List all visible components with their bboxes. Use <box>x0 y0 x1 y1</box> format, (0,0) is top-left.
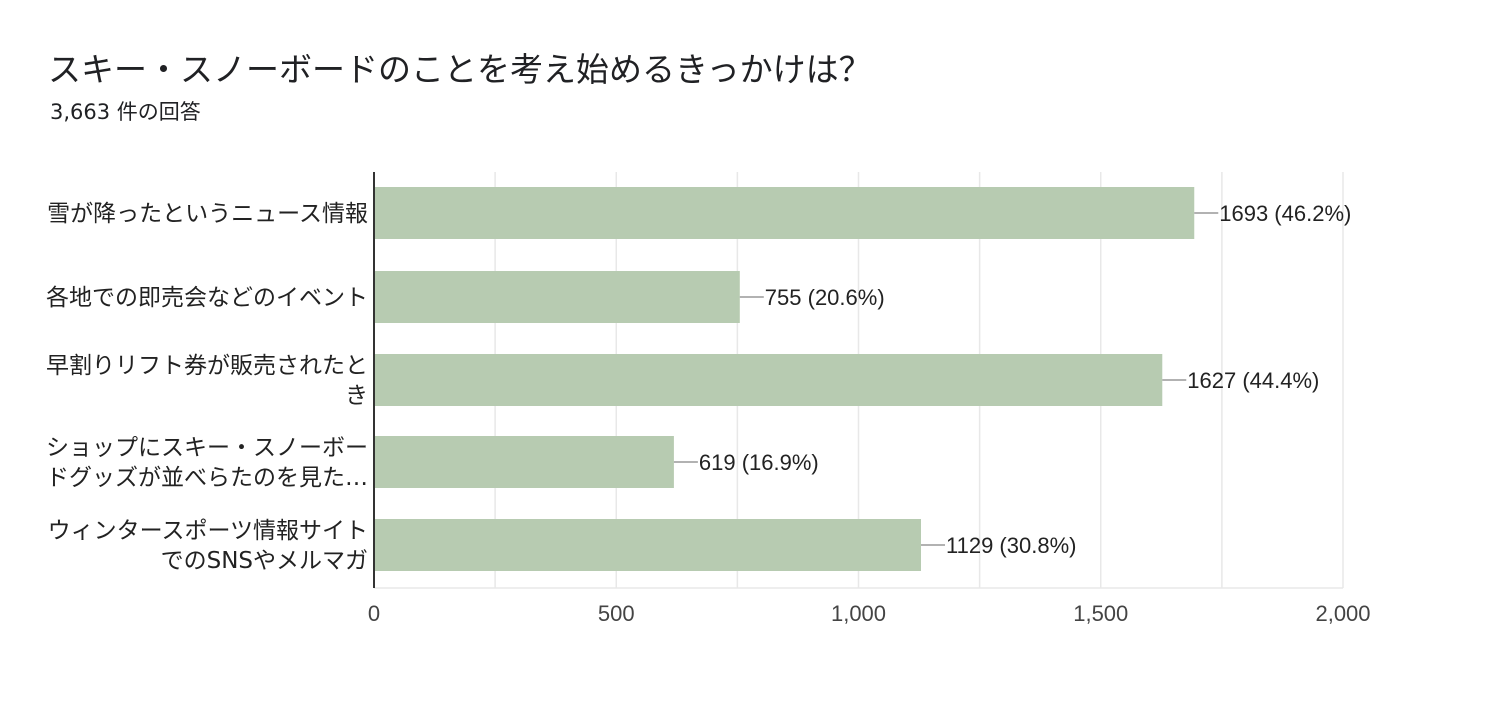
value-labels: 1693 (46.2%) 755 (20.6%) 1627 (44.4%) 619 (… <box>673 201 1351 558</box>
data-label: 1693 (46.2%) <box>1219 201 1351 226</box>
bar <box>374 519 922 571</box>
x-tick-label: 500 <box>598 601 635 626</box>
data-label: 1627 (44.4%) <box>1187 368 1319 393</box>
category-label: 早割りリフト券が販売されたとき <box>46 353 368 409</box>
data-label: 755 (20.6%) <box>765 285 885 310</box>
bars <box>374 187 1195 571</box>
bar <box>374 271 740 323</box>
category-labels: 雪が降ったというニュース情報各地での即売会などのイベント早割りリフト券が販売され… <box>46 201 368 574</box>
category-label: ショップにスキー・スノーボードグッズが並べらたのを見た… <box>46 435 368 491</box>
x-tick-label: 2,000 <box>1315 601 1370 626</box>
chart-title: スキー・スノーボードのことを考え始めるきっかけは？ <box>48 50 872 89</box>
category-label: ウィンタースポーツ情報サイトでのSNSやメルマガ <box>48 518 368 574</box>
category-label: 各地での即売会などのイベント <box>46 285 368 311</box>
x-axis-ticks: 0 500 1,000 1,500 2,000 <box>368 601 1371 626</box>
grid-lines <box>374 172 1344 589</box>
bar <box>374 436 674 488</box>
x-tick-label: 1,500 <box>1073 601 1128 626</box>
bar <box>374 354 1163 406</box>
x-tick-label: 0 <box>368 601 380 626</box>
category-label: 雪が降ったというニュース情報 <box>47 201 368 227</box>
response-count: 3,663 件の回答 <box>50 100 201 124</box>
bar <box>374 187 1195 239</box>
data-label: 619 (16.9%) <box>699 450 819 475</box>
x-tick-label: 1,000 <box>831 601 886 626</box>
data-label: 1129 (30.8%) <box>946 533 1076 558</box>
